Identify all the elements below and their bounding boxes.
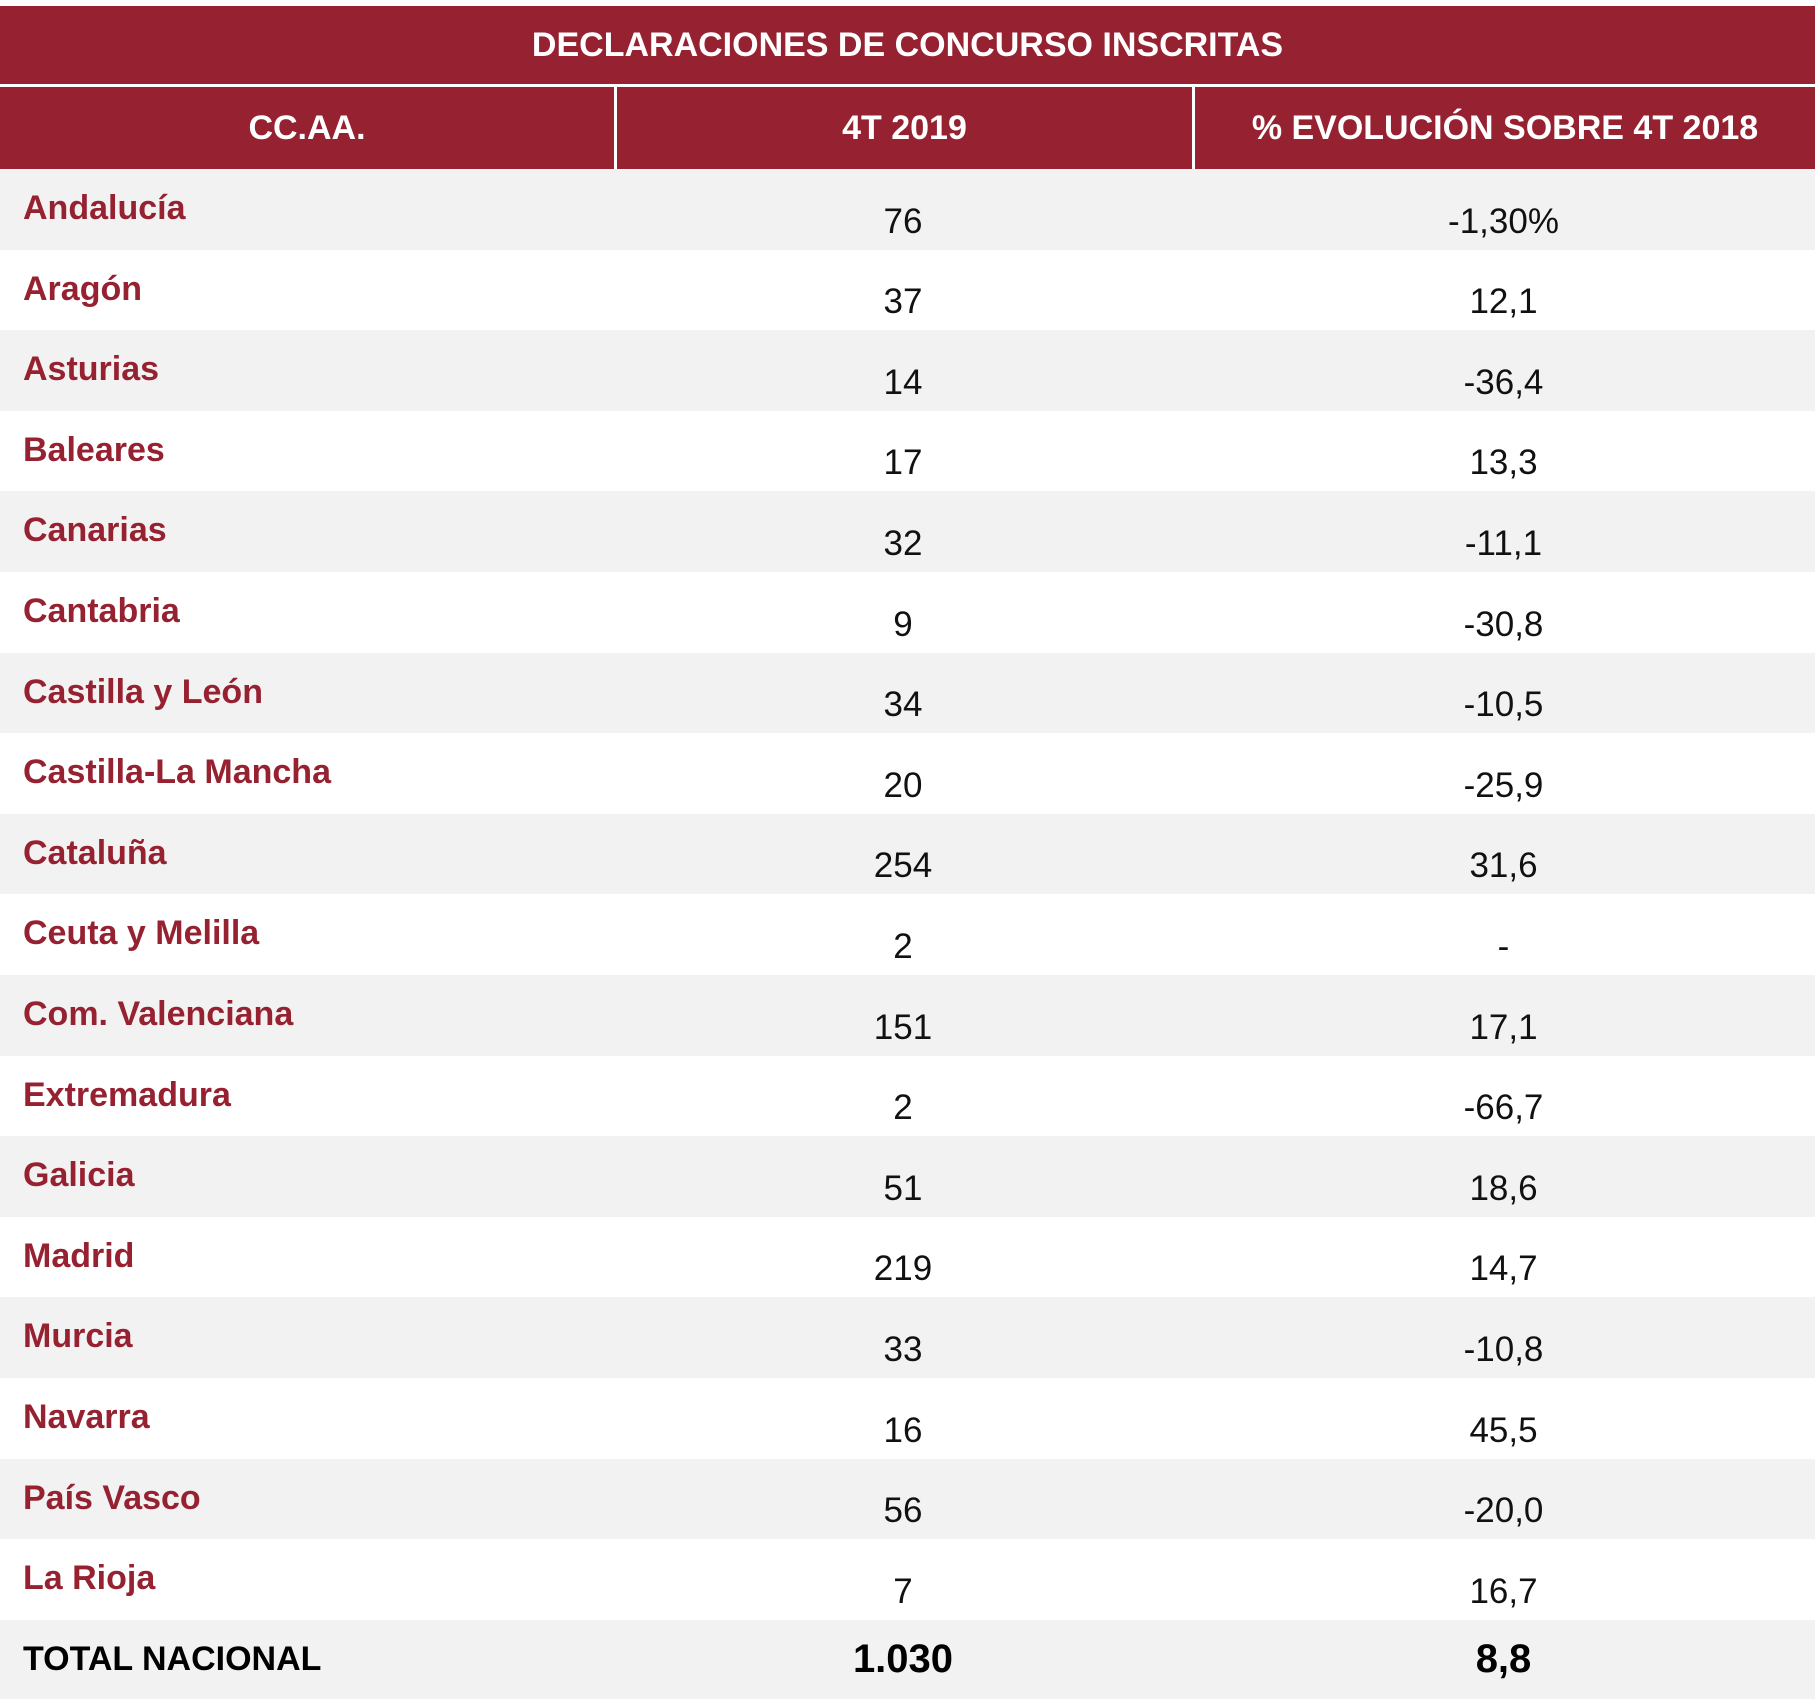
evolution-value: -30,8 xyxy=(1463,604,1544,644)
evolution-value: -25,9 xyxy=(1463,765,1544,805)
table-row: Asturias 14 -36,4 xyxy=(0,330,1815,411)
quarter-value: 34 xyxy=(883,685,923,725)
region-name: Ceuta y Melilla xyxy=(23,914,260,953)
quarter-value: 14 xyxy=(883,362,923,402)
evolution-value: -36,4 xyxy=(1463,362,1544,402)
quarter-value: 2 xyxy=(893,926,913,966)
table-row: Com. Valenciana 151 17,1 xyxy=(0,974,1815,1056)
total-label: TOTAL NACIONAL xyxy=(23,1639,322,1678)
region-name: Cataluña xyxy=(23,833,167,872)
insolvency-table: DECLARACIONES DE CONCURSO INSCRITAS CC.A… xyxy=(0,6,1815,1699)
table-row: Baleares 17 13,3 xyxy=(0,410,1815,492)
header-quarter: 4T 2019 xyxy=(614,87,1192,169)
quarter-value: 51 xyxy=(883,1168,923,1208)
table-body: Andalucía 76 -1,30% Aragón 37 12,1 Asturias 14 -… xyxy=(0,169,1815,1620)
evolution-value: -1,30% xyxy=(1448,201,1559,241)
header-region: CC.AA. xyxy=(248,108,366,147)
evolution-value: -10,5 xyxy=(1463,685,1544,725)
region-name: Com. Valenciana xyxy=(23,994,294,1033)
table-row: Navarra 16 45,5 xyxy=(0,1377,1815,1459)
evolution-value: 17,1 xyxy=(1469,1007,1538,1047)
region-name: Canarias xyxy=(23,511,167,550)
region-name: La Rioja xyxy=(23,1559,156,1598)
evolution-value: -11,1 xyxy=(1464,523,1543,563)
evolution-value: 18,6 xyxy=(1469,1168,1538,1208)
header-evolution: % EVOLUCIÓN SOBRE 4T 2018 xyxy=(1192,87,1815,169)
region-name: Aragón xyxy=(23,269,142,308)
quarter-value: 17 xyxy=(883,443,923,483)
region-name: Extremadura xyxy=(23,1075,231,1114)
region-name: Andalucía xyxy=(23,189,186,227)
quarter-value: 151 xyxy=(873,1007,933,1047)
region-name: Madrid xyxy=(23,1236,135,1275)
quarter-value: 7 xyxy=(893,1571,913,1611)
total-value: 1.030 xyxy=(852,1636,954,1681)
region-name: Navarra xyxy=(23,1397,150,1436)
table-row: Cantabria 9 -30,8 xyxy=(0,571,1815,653)
quarter-value: 254 xyxy=(873,846,933,886)
region-name: Castilla y León xyxy=(23,672,263,711)
region-name: Castilla-La Mancha xyxy=(23,753,331,792)
table-row: Cataluña 254 31,6 xyxy=(0,813,1815,895)
quarter-value: 20 xyxy=(883,765,923,805)
evolution-value: 13,3 xyxy=(1469,443,1538,483)
evolution-value: 16,7 xyxy=(1469,1571,1538,1611)
region-name: Asturias xyxy=(23,350,160,389)
evolution-value: - xyxy=(1497,926,1510,966)
evolution-value: 31,6 xyxy=(1469,846,1538,886)
quarter-value: 219 xyxy=(873,1249,933,1289)
evolution-value: -10,8 xyxy=(1463,1329,1544,1369)
evolution-value: 45,5 xyxy=(1469,1410,1538,1450)
quarter-value: 76 xyxy=(883,201,923,241)
region-name: Galicia xyxy=(23,1156,135,1195)
quarter-value: 9 xyxy=(893,604,913,644)
table-title: DECLARACIONES DE CONCURSO INSCRITAS xyxy=(0,6,1815,87)
table-row: Canarias 32 -11,1 xyxy=(0,491,1815,572)
quarter-value: 16 xyxy=(883,1410,923,1450)
header-row: CC.AA. 4T 2019 % EVOLUCIÓN SOBRE 4T 2018 xyxy=(0,87,1815,169)
table-row: Madrid 219 14,7 xyxy=(0,1216,1815,1298)
table-row: Extremadura 2 -66,7 xyxy=(0,1055,1815,1137)
table-row: Ceuta y Melilla 2 - xyxy=(0,894,1815,975)
region-name: País Vasco xyxy=(23,1478,201,1517)
table-row: Aragón 37 12,1 xyxy=(0,249,1815,331)
table-row: Andalucía 76 -1,30% xyxy=(0,169,1815,250)
evolution-value: 12,1 xyxy=(1469,282,1538,322)
total-evolution: 8,8 xyxy=(1475,1636,1532,1681)
evolution-value: -66,7 xyxy=(1463,1088,1544,1128)
quarter-value: 32 xyxy=(883,523,923,563)
table-row: País Vasco 56 -20,0 xyxy=(0,1458,1815,1540)
table-row: Castilla-La Mancha 20 -25,9 xyxy=(0,733,1815,814)
table-row: Galicia 51 18,6 xyxy=(0,1136,1815,1217)
evolution-value: -20,0 xyxy=(1463,1491,1544,1531)
quarter-value: 33 xyxy=(883,1329,923,1369)
region-name: Murcia xyxy=(23,1317,133,1356)
region-name: Cantabria xyxy=(23,591,180,630)
quarter-value: 37 xyxy=(883,282,923,322)
table-row: Murcia 33 -10,8 xyxy=(0,1297,1815,1378)
quarter-value: 56 xyxy=(883,1491,923,1531)
total-row: TOTAL NACIONAL 1.030 8,8 xyxy=(0,1619,1815,1699)
table-row: La Rioja 7 16,7 xyxy=(0,1539,1815,1620)
evolution-value: 14,7 xyxy=(1469,1249,1538,1289)
table-row: Castilla y León 34 -10,5 xyxy=(0,652,1815,734)
quarter-value: 2 xyxy=(893,1088,913,1128)
region-name: Baleares xyxy=(23,430,165,469)
